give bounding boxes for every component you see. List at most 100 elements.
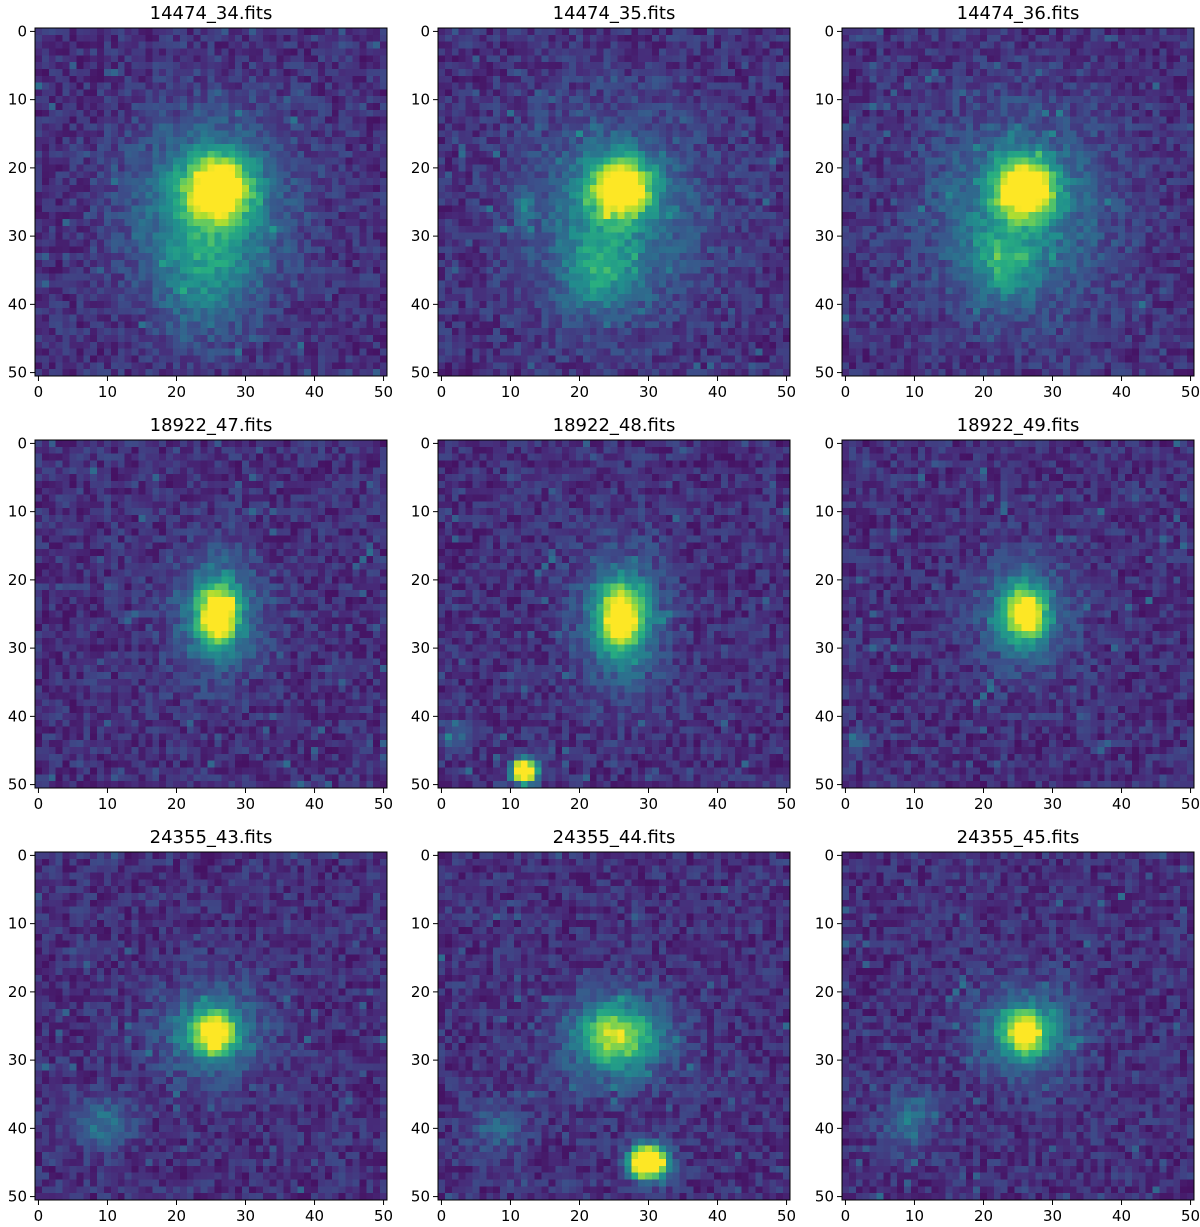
panel-title: 18922_48.fits: [553, 415, 676, 436]
y-tick-label: 0: [420, 434, 430, 452]
y-tick-label: 20: [8, 983, 27, 1001]
x-tick-label: 40: [708, 1207, 727, 1225]
x-tick-label: 40: [305, 795, 324, 813]
x-tick-label: 30: [1043, 383, 1062, 401]
x-tick-label: 50: [777, 1207, 796, 1225]
x-tick-label: 10: [98, 1207, 117, 1225]
y-tick-label: 50: [411, 776, 430, 794]
fits-image: [438, 852, 790, 1200]
axis-frame: [437, 851, 791, 1201]
fits-image: [35, 28, 387, 376]
y-tick-label: 50: [815, 776, 834, 794]
y-tick-label: 20: [815, 983, 834, 1001]
panel-title: 24355_44.fits: [553, 827, 676, 848]
x-tick-label: 50: [374, 795, 393, 813]
y-tick-label: 30: [411, 639, 430, 657]
y-tick-label: 30: [8, 1051, 27, 1069]
y-tick-label: 0: [17, 434, 27, 452]
panel-title: 18922_49.fits: [957, 415, 1080, 436]
y-tick-label: 50: [815, 1188, 834, 1206]
fits-image: [438, 28, 790, 376]
x-tick-label: 20: [570, 1207, 589, 1225]
x-tick-label: 0: [841, 1207, 851, 1225]
y-tick-label: 40: [411, 1119, 430, 1137]
panel-title: 24355_45.fits: [957, 827, 1080, 848]
y-tick-label: 20: [815, 571, 834, 589]
fits-image: [35, 852, 387, 1200]
x-tick-label: 20: [167, 383, 186, 401]
x-tick-label: 0: [437, 1207, 447, 1225]
x-tick-label: 0: [34, 795, 44, 813]
axis-frame: [437, 27, 791, 377]
x-tick-label: 20: [570, 383, 589, 401]
y-tick-label: 0: [420, 846, 430, 864]
y-tick-label: 30: [8, 227, 27, 245]
axis-frame: [437, 439, 791, 789]
y-tick-label: 20: [8, 159, 27, 177]
x-tick-label: 30: [1043, 1207, 1062, 1225]
y-tick-label: 20: [8, 571, 27, 589]
x-tick-label: 0: [437, 795, 447, 813]
y-tick-label: 0: [17, 846, 27, 864]
y-tick-label: 50: [815, 364, 834, 382]
image-panel: 24355_43.fits 0 10 20 30 40 50 0 10 20 30 40 50: [8, 827, 393, 1225]
y-tick-label: 30: [8, 639, 27, 657]
x-tick-label: 40: [305, 383, 324, 401]
axis-frame: [841, 27, 1195, 377]
x-tick-label: 0: [841, 795, 851, 813]
fits-image: [438, 440, 790, 788]
y-tick-label: 20: [815, 159, 834, 177]
panel-title: 24355_43.fits: [150, 827, 273, 848]
y-tick-label: 10: [8, 915, 27, 933]
x-tick-label: 40: [708, 795, 727, 813]
y-tick-label: 10: [8, 91, 27, 109]
axis-frame: [34, 27, 388, 377]
y-tick-label: 40: [815, 1119, 834, 1137]
x-tick-label: 50: [1181, 383, 1200, 401]
y-tick-label: 40: [411, 707, 430, 725]
x-tick-label: 40: [1112, 383, 1131, 401]
image-panel: 24355_45.fits 0 10 20 30 40 50 0 10 20 30 40 50: [815, 827, 1200, 1225]
x-tick-label: 40: [1112, 1207, 1131, 1225]
y-tick-label: 40: [815, 707, 834, 725]
y-tick-label: 0: [824, 22, 834, 40]
x-tick-label: 50: [1181, 795, 1200, 813]
x-tick-label: 20: [570, 795, 589, 813]
y-tick-label: 20: [411, 571, 430, 589]
fits-image: [842, 440, 1194, 788]
image-panel: 14474_35.fits 0 10 20 30 40 50 0 10 20 30 40 50: [411, 3, 796, 401]
fits-image: [842, 28, 1194, 376]
y-tick-label: 0: [17, 22, 27, 40]
x-tick-label: 0: [437, 383, 447, 401]
panel-title: 14474_34.fits: [150, 3, 273, 24]
x-tick-label: 50: [777, 383, 796, 401]
y-tick-label: 50: [8, 1188, 27, 1206]
y-tick-label: 20: [411, 159, 430, 177]
panel-title: 18922_47.fits: [150, 415, 273, 436]
y-tick-label: 40: [8, 707, 27, 725]
x-tick-label: 10: [905, 383, 924, 401]
y-tick-label: 50: [8, 364, 27, 382]
y-tick-label: 40: [411, 295, 430, 313]
y-tick-label: 30: [411, 1051, 430, 1069]
image-panel: 14474_34.fits 0 10 20 30 40 50 0 10 20 30 40 50: [8, 3, 393, 401]
x-tick-label: 20: [974, 383, 993, 401]
x-tick-label: 0: [34, 1207, 44, 1225]
image-panel: 14474_36.fits 0 10 20 30 40 50 0 10 20 30 40 50: [815, 3, 1200, 401]
y-tick-label: 0: [420, 22, 430, 40]
x-tick-label: 10: [905, 1207, 924, 1225]
fits-image: [35, 440, 387, 788]
image-panel: 18922_47.fits 0 10 20 30 40 50 0 10 20 30 40 50: [8, 415, 393, 813]
y-tick-label: 10: [815, 91, 834, 109]
x-tick-label: 50: [374, 383, 393, 401]
image-panel: 18922_48.fits 0 10 20 30 40 50 0 10 20 30 40 50: [411, 415, 796, 813]
x-tick-label: 30: [639, 383, 658, 401]
y-tick-label: 30: [411, 227, 430, 245]
x-tick-label: 0: [841, 383, 851, 401]
x-tick-label: 20: [974, 1207, 993, 1225]
x-tick-label: 30: [236, 1207, 255, 1225]
x-tick-label: 10: [501, 795, 520, 813]
x-tick-label: 20: [974, 795, 993, 813]
y-tick-label: 40: [8, 295, 27, 313]
